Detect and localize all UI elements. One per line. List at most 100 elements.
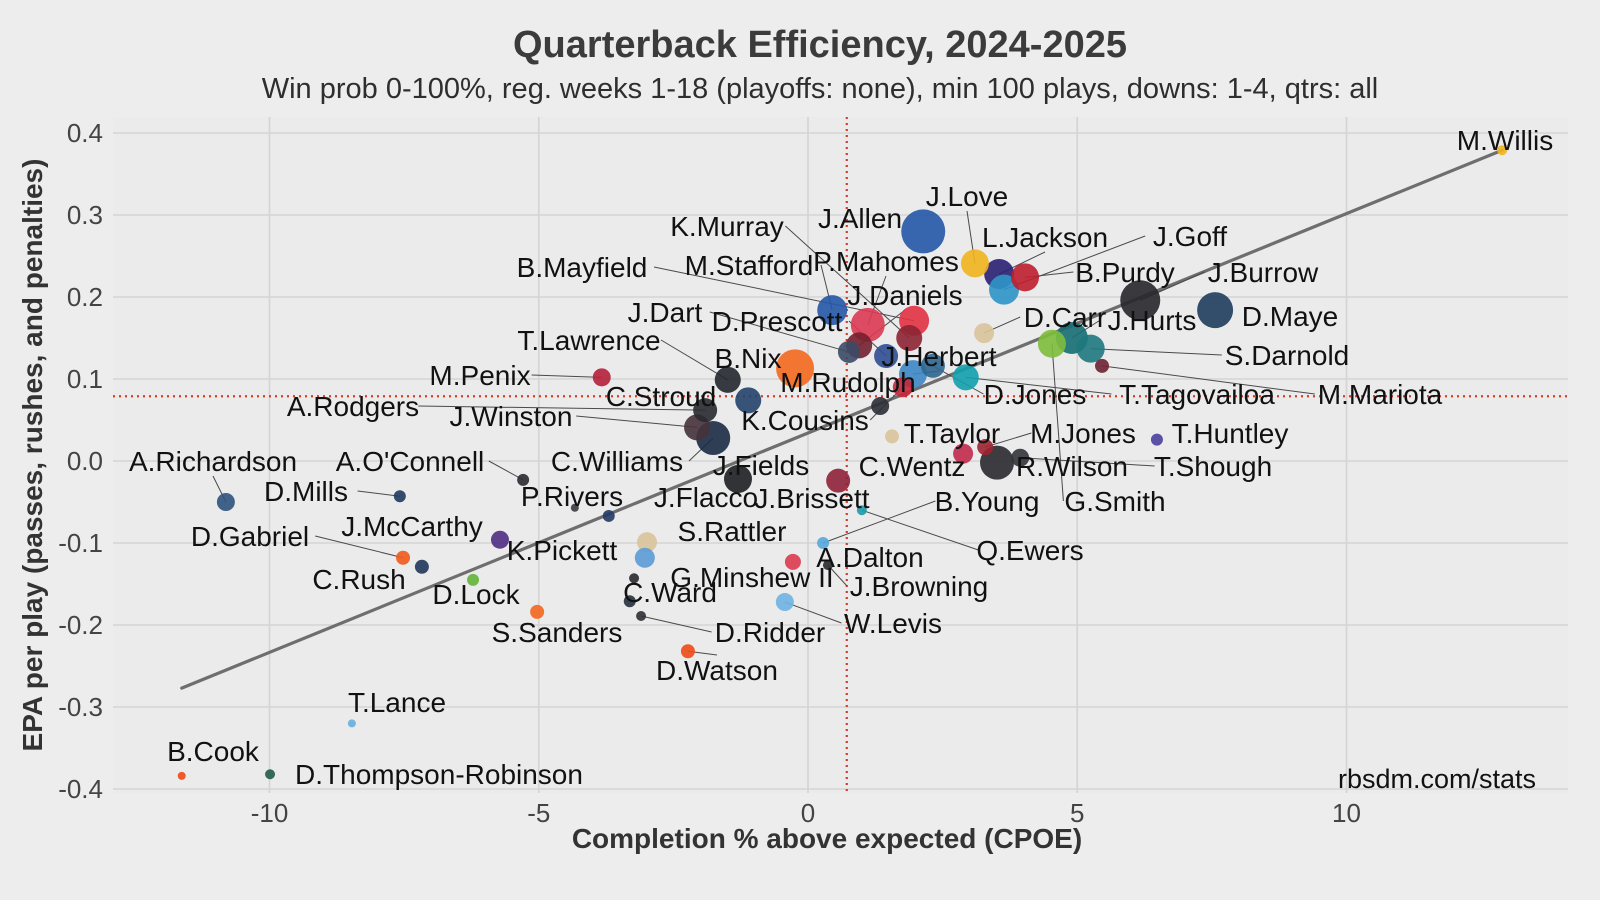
y-tick: -0.4 <box>58 774 103 804</box>
qb-label-G.Minshew II: G.Minshew II <box>670 562 833 593</box>
qb-label-D.Watson: D.Watson <box>656 655 778 686</box>
qb-label-A.Richardson: A.Richardson <box>129 446 297 477</box>
qb-point-G.Minshew II <box>629 573 640 584</box>
qb-label-J.Allen: J.Allen <box>818 203 902 234</box>
leader-line-A.O'Connell <box>488 460 524 481</box>
qb-label-D.Prescott: D.Prescott <box>712 306 843 337</box>
chart-subtitle: Win prob 0-100%, reg. weeks 1-18 (playof… <box>262 73 1379 105</box>
qb-label-T.Tagovailoa: T.Tagovailoa <box>1119 379 1275 410</box>
qb-point-S.Sanders <box>530 604 545 619</box>
qb-point-M.Willis <box>1497 145 1508 156</box>
qb-label-J.Herbert: J.Herbert <box>881 341 996 372</box>
qb-point-J.Brissett <box>826 468 851 493</box>
qb-label-G.Smith: G.Smith <box>1064 486 1165 517</box>
qb-point-M.Stafford <box>817 295 848 326</box>
qb-point-A.Dalton <box>784 553 801 570</box>
qb-point-B.Young <box>817 537 830 549</box>
qb-label-T.Taylor: T.Taylor <box>904 418 1000 449</box>
qb-label-D.Mills: D.Mills <box>264 476 348 507</box>
qb-point-K.Murray <box>896 325 923 351</box>
qb-point-J.Dart <box>837 340 860 363</box>
trend-line <box>180 148 1504 690</box>
qb-point-C.Wentz <box>953 443 974 464</box>
y-tick: 0.3 <box>67 200 103 230</box>
qb-point-M.Jones <box>977 439 994 456</box>
qb-label-B.Purdy: B.Purdy <box>1075 257 1175 288</box>
x-tick: -5 <box>527 798 550 828</box>
leader-line-G.Smith <box>1051 343 1064 502</box>
qb-label-C.Stroud: C.Stroud <box>606 381 717 412</box>
y-tick: 0.4 <box>67 118 103 148</box>
y-tick: 0.2 <box>67 282 103 312</box>
qb-label-J.Love: J.Love <box>926 181 1009 212</box>
qb-label-P.Rivers: P.Rivers <box>521 481 623 512</box>
qb-label-J.Goff: J.Goff <box>1153 221 1227 252</box>
qb-point-D.Gabriel <box>396 550 411 565</box>
qb-label-C.Wentz: C.Wentz <box>859 451 966 482</box>
leader-line-T.Shough <box>1020 457 1155 467</box>
qb-label-J.Hurts: J.Hurts <box>1108 305 1197 336</box>
qb-point-D.Thompson-Robinson <box>265 769 276 780</box>
qb-point-J.Love <box>960 249 989 278</box>
axis-tick-labels: -10 -5 0 5 10 0.4 0.3 0.2 0.1 0.0 -0.1 -0.2 -0.3 -0.4 <box>58 118 1361 828</box>
qb-label-D.Maye: D.Maye <box>1242 301 1338 332</box>
qb-label-B.Mayfield: B.Mayfield <box>517 252 648 283</box>
x-tick: 0 <box>801 798 815 828</box>
leader-line-K.Murray <box>785 225 910 339</box>
qb-labels: J.Allen J.Love L.Jackson J.Goff B.Purdy J.Bur… <box>129 125 1553 790</box>
qb-point-D.Watson <box>680 644 695 659</box>
qb-point-C.Rush <box>414 559 429 574</box>
qb-label-J.McCarthy: J.McCarthy <box>341 511 483 542</box>
qb-point-B.Nix <box>776 349 815 388</box>
qb-label-J.Fields: J.Fields <box>713 450 809 481</box>
qb-point-D.Carr <box>974 323 995 344</box>
leader-line-M.Mariota <box>1101 365 1315 395</box>
qb-label-W.Levis: W.Levis <box>844 608 942 639</box>
chart-title: Quarterback Efficiency, 2024-2025 <box>513 24 1127 66</box>
qb-label-D.Lock: D.Lock <box>432 579 520 610</box>
qb-point-C.Stroud <box>735 387 762 414</box>
leader-line-S.Darnold <box>1090 348 1222 356</box>
qb-label-Q.Ewers: Q.Ewers <box>976 535 1083 566</box>
qb-point-C.Ward <box>623 595 636 608</box>
qb-point-A.O'Connell <box>517 473 530 486</box>
qb-label-S.Sanders: S.Sanders <box>492 617 623 648</box>
x-tick: -10 <box>251 798 289 828</box>
qb-point-M.Rudolph <box>871 397 890 416</box>
qb-point-K.Pickett <box>634 547 655 568</box>
qb-point-D.Lock <box>467 573 480 586</box>
qb-label-P.Mahomes: P.Mahomes <box>813 246 959 277</box>
y-tick: 0.1 <box>67 364 103 394</box>
qb-point-W.Levis <box>775 593 794 612</box>
regression-line <box>180 148 1504 690</box>
y-tick: 0.0 <box>67 446 103 476</box>
qb-label-C.Ward: C.Ward <box>623 577 717 608</box>
qb-label-M.Penix: M.Penix <box>429 360 530 391</box>
leader-line-Q.Ewers <box>861 509 979 551</box>
qb-label-T.Huntley: T.Huntley <box>1172 418 1289 449</box>
qb-point-K.Cousins <box>892 377 913 398</box>
qb-label-M.Stafford: M.Stafford <box>685 250 814 281</box>
qb-label-B.Young: B.Young <box>935 486 1040 517</box>
leader-line-M.Jones <box>985 432 1032 448</box>
leader-line-D.Mills <box>357 490 400 497</box>
qb-point-D.Jones <box>920 353 945 378</box>
qb-point-T.Lance <box>347 719 356 728</box>
qb-point-G.Smith <box>1037 329 1066 358</box>
x-tick: 5 <box>1070 798 1084 828</box>
qb-label-J.Flacco: J.Flacco <box>654 482 758 513</box>
qb-point-J.Burrow <box>1120 280 1161 321</box>
qb-label-J.Browning: J.Browning <box>850 571 989 602</box>
qb-point-Q.Ewers <box>856 505 867 516</box>
qb-label-A.Dalton: A.Dalton <box>816 542 923 573</box>
y-tick: -0.1 <box>58 528 103 558</box>
qb-point-D.Ridder <box>636 610 647 621</box>
leader-line-J.Dart <box>709 311 850 353</box>
y-tick: -0.2 <box>58 610 103 640</box>
leader-line-A.Rodgers <box>418 405 706 411</box>
y-axis-title: EPA per play (passes, rushes, and penalt… <box>17 159 48 752</box>
qb-label-J.Winston: J.Winston <box>450 401 573 432</box>
qb-point-S.Rattler <box>636 532 657 553</box>
